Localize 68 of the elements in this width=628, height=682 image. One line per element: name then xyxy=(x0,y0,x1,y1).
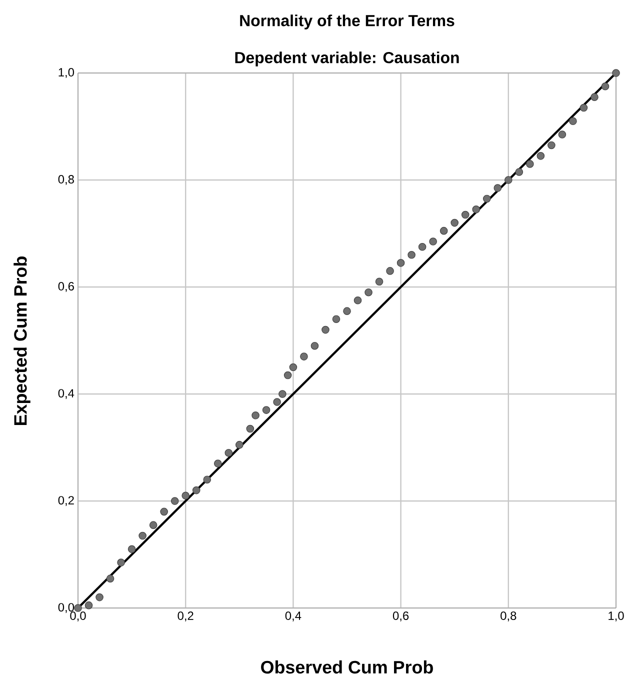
chart-subtitle: Depedent variable: Causation xyxy=(235,52,459,66)
point xyxy=(602,82,610,90)
point xyxy=(590,93,599,101)
point xyxy=(354,296,362,304)
point xyxy=(106,574,114,582)
y-tick-label: 0,6 xyxy=(58,282,74,292)
point xyxy=(526,160,534,168)
x-tick-label: 0,4 xyxy=(286,612,302,622)
point xyxy=(311,342,319,350)
point xyxy=(504,176,512,184)
point xyxy=(74,604,82,612)
point xyxy=(289,363,298,372)
point xyxy=(214,460,222,468)
point xyxy=(332,315,340,323)
point xyxy=(128,545,136,554)
point xyxy=(300,352,308,360)
point xyxy=(262,406,270,414)
point xyxy=(364,288,373,296)
point xyxy=(85,601,93,610)
point xyxy=(203,476,212,484)
y-tick-label: 1,0 xyxy=(58,68,74,78)
x-tick-label: 0,0 xyxy=(70,612,86,622)
point xyxy=(160,508,168,516)
point xyxy=(429,238,438,246)
point xyxy=(182,492,190,500)
y-tick-label: 0,0 xyxy=(58,603,74,613)
point xyxy=(284,371,292,380)
point xyxy=(252,411,260,420)
point xyxy=(322,326,330,334)
point xyxy=(278,390,287,398)
point xyxy=(150,521,158,529)
point xyxy=(397,259,405,267)
point xyxy=(224,448,233,457)
y-axis-title: Expected Cum Prob xyxy=(14,256,31,425)
point xyxy=(472,206,480,214)
point xyxy=(343,307,352,315)
point xyxy=(483,194,491,203)
y-tick-label: 0,2 xyxy=(58,496,74,506)
point xyxy=(117,558,126,566)
x-tick-label: 0,6 xyxy=(393,612,409,622)
point xyxy=(96,593,104,602)
x-tick-label: 0,8 xyxy=(500,612,516,622)
y-tick-label: 0,4 xyxy=(58,389,74,399)
point xyxy=(450,218,459,227)
point xyxy=(246,424,254,433)
point xyxy=(386,267,394,275)
point xyxy=(515,168,524,176)
point xyxy=(192,486,200,494)
point xyxy=(138,532,147,540)
point xyxy=(462,210,470,219)
point xyxy=(236,440,244,449)
point xyxy=(376,278,384,286)
point xyxy=(569,117,578,126)
x-tick-label: 1,0 xyxy=(608,612,624,622)
point xyxy=(273,398,282,406)
x-tick-label: 0,2 xyxy=(178,612,194,622)
x-axis-title: Observed Cum Prob xyxy=(261,660,434,674)
y-tick-label: 0,8 xyxy=(58,175,74,185)
point xyxy=(440,226,448,235)
point xyxy=(580,104,588,112)
point xyxy=(536,152,545,160)
point xyxy=(171,497,179,505)
point xyxy=(558,130,566,138)
point xyxy=(418,242,426,251)
point xyxy=(548,141,556,150)
point xyxy=(408,251,416,259)
point xyxy=(494,184,502,192)
chart-title: Normality of the Error Terms xyxy=(240,14,454,30)
